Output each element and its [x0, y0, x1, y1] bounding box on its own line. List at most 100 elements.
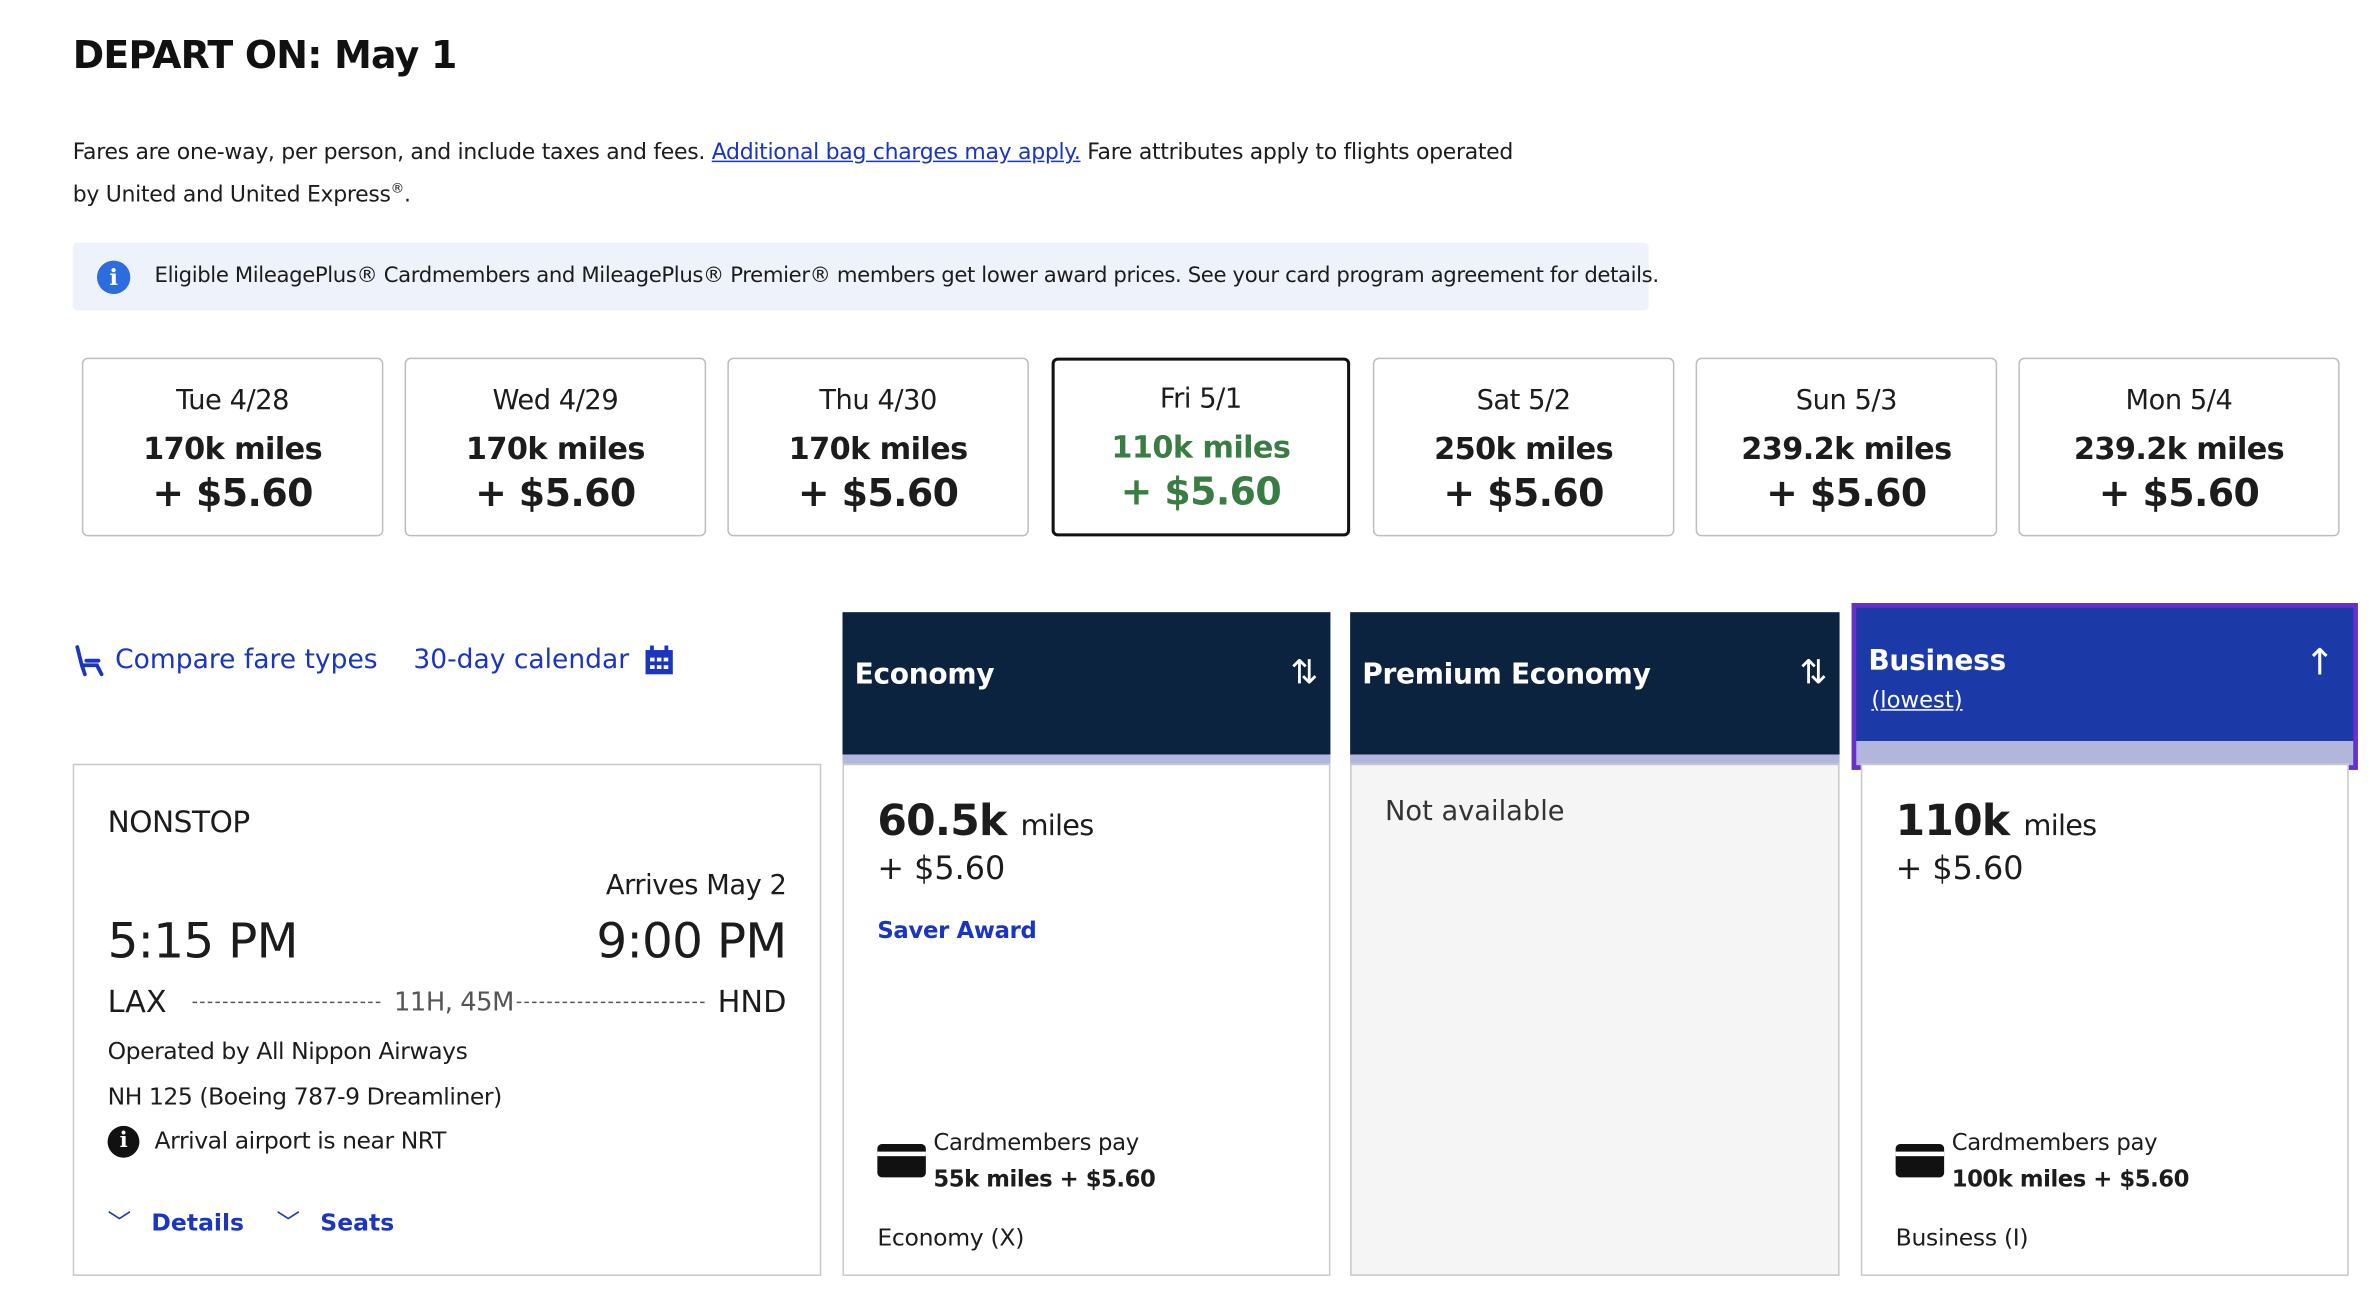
seats-toggle[interactable]: ﹀ Seats [276, 1209, 406, 1236]
arrival-time: 9:00 PM [596, 912, 787, 970]
route-line [516, 1001, 705, 1004]
cardmember-notice: i Eligible MileagePlus® Cardmembers and … [72, 242, 1659, 311]
column-header-business[interactable]: Business (lowest) ↑ [1851, 603, 2358, 770]
compare-fare-types-label: Compare fare types [115, 645, 378, 676]
registered-mark: ® [390, 181, 405, 197]
aircraft: NH 125 (Boeing 787-9 Dreamliner) [107, 1083, 503, 1111]
info-icon: i [96, 260, 131, 294]
page-title: DEPART ON: May 1 [72, 33, 458, 78]
fare-taxes: + $5.60 [1895, 850, 2024, 887]
calendar-link[interactable]: 30-day calendar [413, 645, 674, 676]
cardmember-value: 55k miles + $5.60 [933, 1165, 1156, 1193]
column-label: Premium Economy [1362, 659, 1651, 691]
arrival-date: Arrives May 2 [605, 869, 787, 902]
column-header-economy[interactable]: Economy ⇅ [842, 612, 1331, 767]
calendar-icon [645, 645, 673, 675]
column-header-premium-economy[interactable]: Premium Economy ⇅ [1350, 612, 1840, 767]
date-price: + $5.60 [475, 471, 636, 516]
date-miles: 170k miles [788, 430, 968, 467]
date-label: Sat 5/2 [1476, 384, 1572, 417]
fare-class: Business (I) [1895, 1224, 2029, 1252]
fare-taxes: + $5.60 [877, 850, 1006, 887]
column-underline [842, 754, 1331, 767]
flight-info-card: NONSTOP Arrives May 2 5:15 PM 9:00 PM LA… [72, 763, 822, 1276]
date-miles: 239.2k miles [1741, 430, 1952, 467]
date-miles: 110k miles [1111, 428, 1291, 466]
sort-arrows-icon: ⇅ [1290, 654, 1319, 693]
fare-tools: Compare fare types 30-day calendar [73, 644, 674, 677]
fare-cell-economy[interactable]: 60.5k miles + $5.60 Saver Award Cardmemb… [842, 763, 1331, 1276]
miles-unit: miles [2023, 809, 2097, 843]
chevron-down-icon: ﹀ [276, 1209, 300, 1237]
airport-note: i Arrival airport is near NRT [107, 1125, 447, 1158]
date-card-wed-4-29[interactable]: Wed 4/29 170k miles + $5.60 [404, 357, 707, 537]
disclaimer-text: Fares are one-way, per person, and inclu… [72, 140, 712, 166]
stops-label: NONSTOP [107, 804, 251, 840]
arrow-up-icon: ↑ [2304, 640, 2336, 684]
details-toggle[interactable]: ﹀ Details [108, 1209, 257, 1236]
fare-disclaimer: Fares are one-way, per person, and inclu… [73, 135, 1528, 214]
credit-card-icon [877, 1144, 926, 1178]
date-label: Fri 5/1 [1159, 383, 1242, 416]
award-type: Saver Award [877, 916, 1037, 945]
column-label: Business [1868, 645, 2006, 678]
date-price: + $5.60 [152, 471, 313, 516]
not-available-label: Not available [1384, 795, 1565, 828]
origin-airport: LAX [107, 983, 167, 1020]
flight-actions: ﹀ Details ﹀ Seats [108, 1205, 419, 1238]
date-label: Wed 4/29 [492, 384, 619, 417]
destination-airport: HND [717, 983, 787, 1020]
date-card-sat-5-2[interactable]: Sat 5/2 250k miles + $5.60 [1372, 357, 1675, 537]
disclaimer-end: . [404, 183, 411, 208]
date-miles: 170k miles [465, 430, 645, 467]
date-price: + $5.60 [1120, 469, 1282, 514]
date-label: Thu 4/30 [819, 384, 937, 417]
date-card-tue-4-28[interactable]: Tue 4/28 170k miles + $5.60 [81, 357, 384, 537]
flight-duration: 11H, 45M [393, 987, 514, 1019]
miles-value: 60.5k [877, 795, 1007, 846]
date-card-thu-4-30[interactable]: Thu 4/30 170k miles + $5.60 [727, 357, 1029, 537]
date-miles: 250k miles [1434, 430, 1614, 467]
date-price: + $5.60 [1766, 471, 1927, 516]
date-label: Tue 4/28 [176, 384, 290, 417]
seats-label: Seats [320, 1209, 395, 1237]
cardmember-label: Cardmembers pay [933, 1128, 1139, 1157]
column-underline [1350, 754, 1840, 767]
info-icon: i [107, 1125, 140, 1158]
column-label: Economy [854, 659, 995, 691]
departure-time: 5:15 PM [107, 912, 299, 970]
chevron-down-icon: ﹀ [107, 1209, 132, 1237]
date-price: + $5.60 [2098, 471, 2260, 516]
column-underline [1856, 740, 2354, 766]
cardmember-label: Cardmembers pay [1951, 1128, 2158, 1157]
seat-icon [75, 645, 104, 677]
date-card-sun-5-3[interactable]: Sun 5/3 239.2k miles + $5.60 [1695, 357, 1998, 537]
fare-class: Economy (X) [877, 1224, 1025, 1252]
fare-cell-premium-economy: Not available [1350, 763, 1840, 1276]
date-price: + $5.60 [1443, 471, 1604, 516]
fare-cell-business[interactable]: 110k miles + $5.60 Cardmembers pay 100k … [1860, 763, 2349, 1276]
date-miles: 239.2k miles [2073, 430, 2285, 467]
compare-fare-types-link[interactable]: Compare fare types [73, 645, 386, 677]
airport-note-text: Arrival airport is near NRT [154, 1127, 447, 1155]
fare-miles: 60.5k miles [877, 795, 1095, 846]
notice-text: Eligible MileagePlus® Cardmembers and Mi… [154, 263, 1660, 288]
column-sort-state: (lowest) [1871, 686, 1963, 714]
credit-card-icon [1895, 1144, 1945, 1178]
miles-value: 110k [1895, 795, 2011, 846]
date-label: Mon 5/4 [2125, 384, 2233, 417]
sort-arrows-icon: ⇅ [1799, 654, 1828, 693]
date-miles: 170k miles [143, 430, 323, 467]
bag-charges-link[interactable]: Additional bag charges may apply. [711, 140, 1081, 166]
miles-unit: miles [1020, 809, 1095, 843]
date-price: + $5.60 [797, 471, 959, 516]
disclaimer-text-2: Fare attributes apply to flights operate… [72, 140, 1514, 208]
cardmember-value: 100k miles + $5.60 [1951, 1165, 2190, 1193]
details-label: Details [151, 1209, 245, 1237]
date-card-mon-5-4[interactable]: Mon 5/4 239.2k miles + $5.60 [2018, 357, 2340, 537]
calendar-label: 30-day calendar [413, 645, 630, 676]
fare-miles: 110k miles [1895, 795, 2098, 846]
date-card-fri-5-1[interactable]: Fri 5/1 110k miles + $5.60 [1051, 357, 1351, 537]
date-label: Sun 5/3 [1795, 384, 1898, 417]
operator: Operated by All Nippon Airways [107, 1037, 468, 1066]
